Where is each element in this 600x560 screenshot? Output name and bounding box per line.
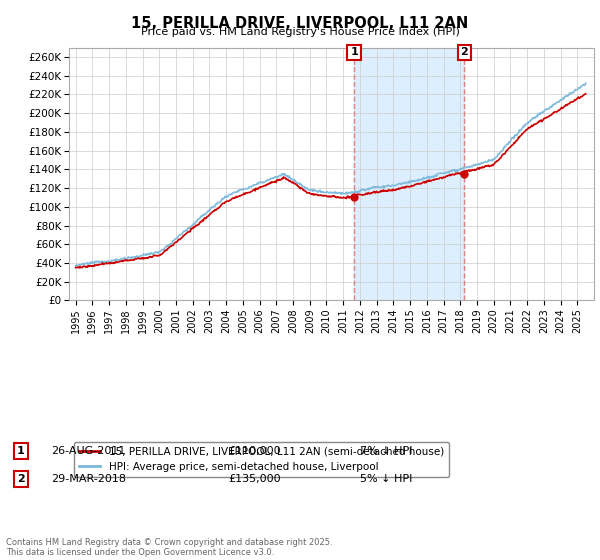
Text: 2: 2	[461, 47, 468, 57]
Text: Price paid vs. HM Land Registry's House Price Index (HPI): Price paid vs. HM Land Registry's House …	[140, 27, 460, 38]
Text: 29-MAR-2018: 29-MAR-2018	[51, 474, 126, 484]
Text: 15, PERILLA DRIVE, LIVERPOOL, L11 2AN: 15, PERILLA DRIVE, LIVERPOOL, L11 2AN	[131, 16, 469, 31]
Text: 26-AUG-2011: 26-AUG-2011	[51, 446, 125, 456]
Text: 5% ↓ HPI: 5% ↓ HPI	[360, 474, 412, 484]
Text: 1: 1	[350, 47, 358, 57]
Text: 1: 1	[17, 446, 25, 456]
Legend: 15, PERILLA DRIVE, LIVERPOOL, L11 2AN (semi-detached house), HPI: Average price,: 15, PERILLA DRIVE, LIVERPOOL, L11 2AN (s…	[74, 442, 449, 477]
Bar	[354, 48, 464, 300]
Text: £110,000: £110,000	[228, 446, 281, 456]
Text: 7% ↓ HPI: 7% ↓ HPI	[360, 446, 413, 456]
Text: 2: 2	[17, 474, 25, 484]
Text: £135,000: £135,000	[228, 474, 281, 484]
Text: Contains HM Land Registry data © Crown copyright and database right 2025.
This d: Contains HM Land Registry data © Crown c…	[6, 538, 332, 557]
